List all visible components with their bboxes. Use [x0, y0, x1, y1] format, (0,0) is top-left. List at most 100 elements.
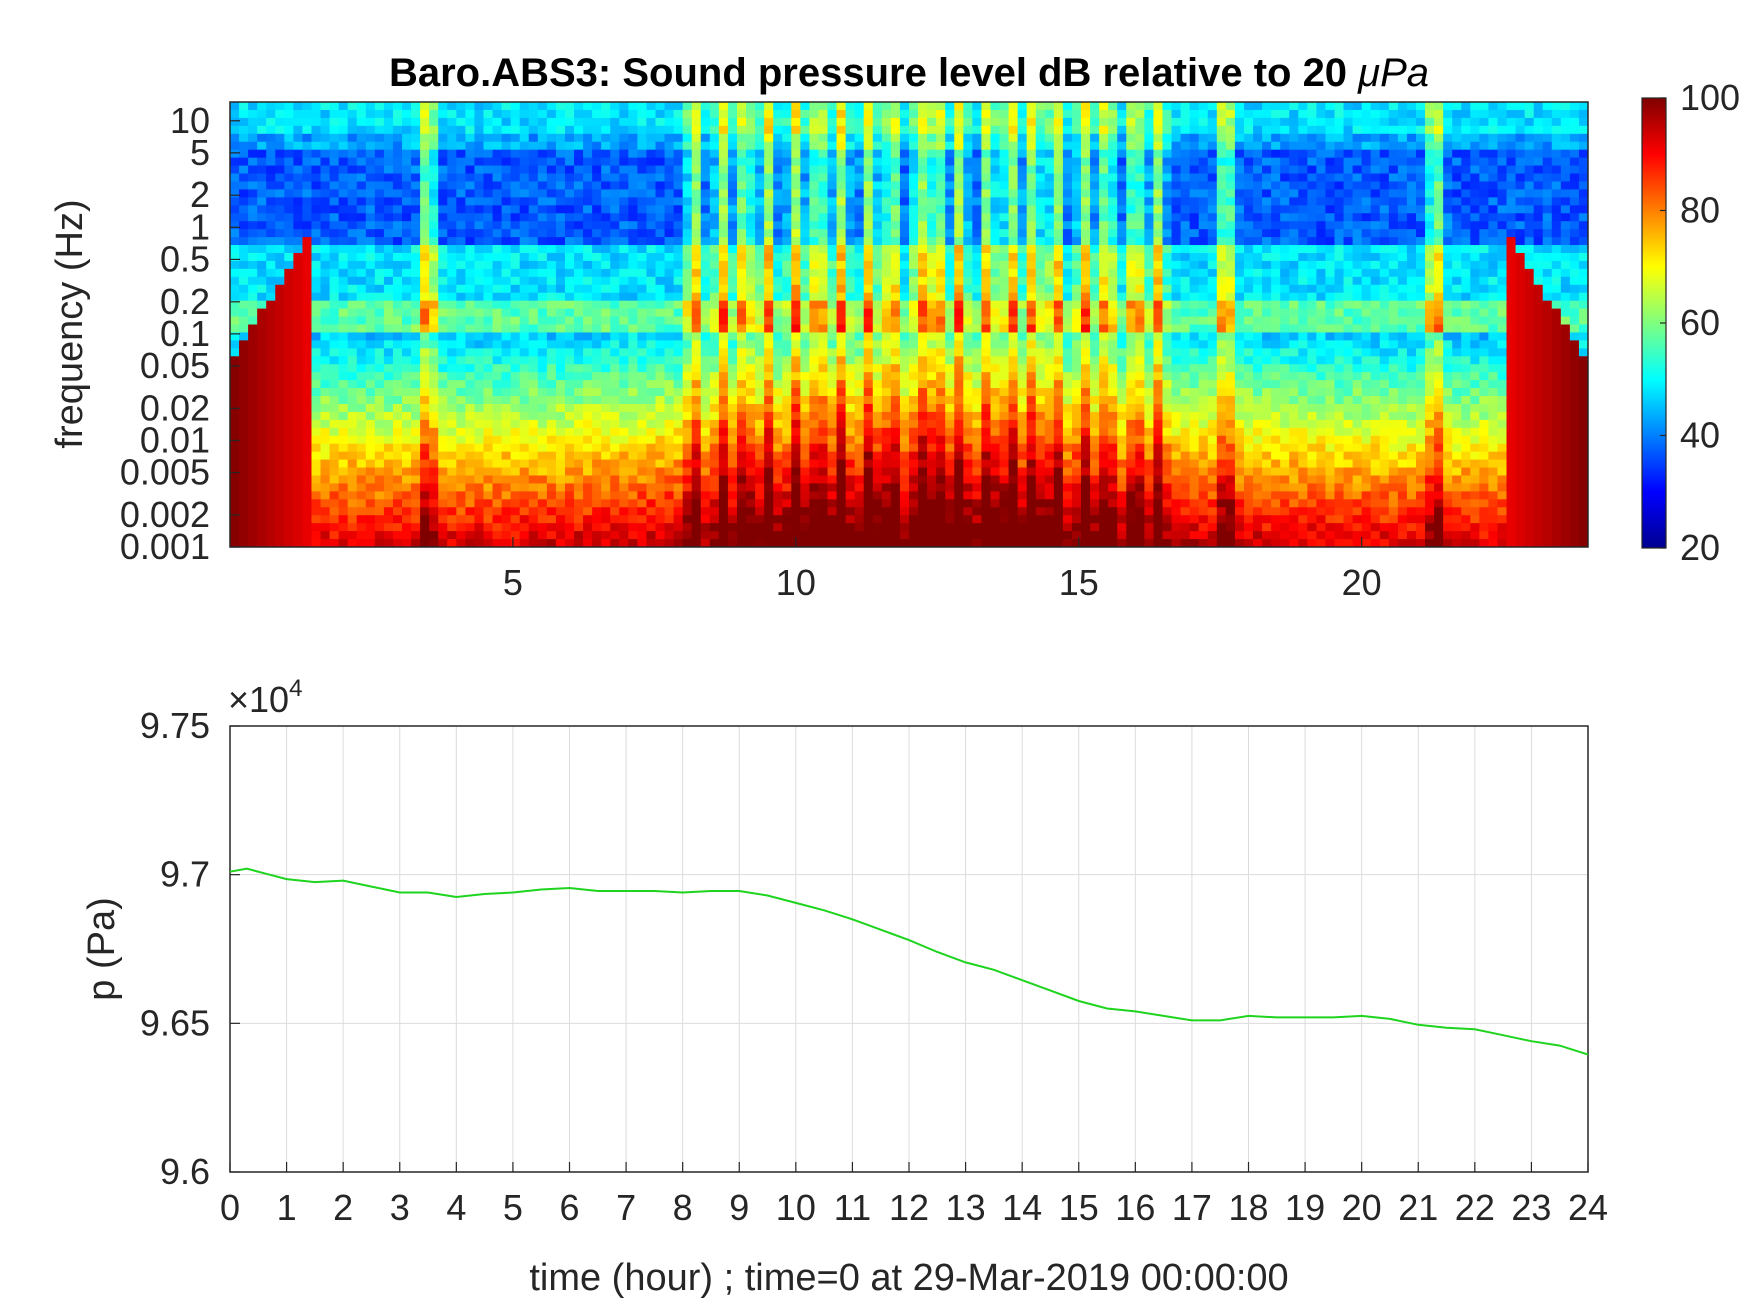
- spectrogram-cell: [583, 268, 593, 278]
- spectrogram-cell: [456, 165, 466, 175]
- spectrogram-cell: [230, 205, 240, 214]
- spectrogram-cell: [954, 260, 964, 270]
- spectrogram-cell: [791, 324, 801, 334]
- spectrogram-cell: [519, 252, 530, 262]
- spectrogram-cell: [1017, 523, 1028, 532]
- spectrogram-cell: [583, 507, 593, 516]
- spectrogram-cell: [338, 157, 349, 167]
- spectrogram-cell: [619, 133, 629, 143]
- spectrogram-cell: [881, 435, 892, 445]
- spectrogram-cell: [718, 523, 729, 532]
- spectrogram-cell: [465, 292, 476, 302]
- spectrogram-cell: [447, 348, 457, 357]
- spectrogram-cell: [755, 252, 765, 262]
- spectrogram-cell: [601, 491, 611, 500]
- spectrogram-cell: [456, 276, 466, 286]
- spectrogram-cell: [990, 507, 1001, 516]
- spectrogram-cell: [1008, 149, 1019, 159]
- spectrogram-cell: [537, 245, 548, 254]
- spectrogram-cell: [700, 276, 711, 286]
- spectrogram-cell: [356, 165, 367, 175]
- spectrogram-cell: [257, 229, 267, 238]
- spectrogram-cell: [248, 102, 258, 111]
- spectrogram-cell: [764, 173, 774, 183]
- spectrogram-cell: [700, 332, 711, 341]
- spectrogram-cell: [954, 507, 964, 516]
- spectrogram-cell: [637, 181, 648, 191]
- spectrogram-cell: [691, 531, 702, 540]
- spectrogram-cell: [673, 499, 684, 508]
- spectrogram-cell: [619, 396, 629, 405]
- spectrogram-cell: [909, 276, 919, 286]
- spectrogram-cell: [845, 348, 856, 357]
- spectrogram-cell: [402, 117, 412, 127]
- spectrogram-cell: [501, 237, 512, 246]
- spectrogram-cell: [945, 300, 955, 310]
- spectrogram-cell: [465, 388, 476, 397]
- spectrogram-cell: [646, 221, 657, 230]
- spectrogram-cell: [420, 125, 430, 135]
- spectrogram-cell: [881, 419, 892, 429]
- spectrogram-cell: [918, 260, 928, 270]
- spectrogram-cell: [438, 427, 448, 437]
- spectrogram-cell: [927, 396, 937, 405]
- spectrogram-cell: [574, 181, 584, 191]
- spectrogram-cell: [329, 459, 340, 469]
- spectrogram-cell: [501, 141, 512, 151]
- spectrogram-cell: [492, 380, 503, 389]
- spectrogram-cell: [981, 181, 992, 191]
- spectrogram-cell: [954, 403, 964, 413]
- spectrogram-cell: [293, 491, 304, 500]
- spectrogram-cell: [392, 435, 403, 445]
- spectrogram-cell: [347, 475, 358, 485]
- spectrogram-cell: [700, 229, 711, 238]
- spectrogram-cell: [836, 411, 847, 421]
- spectrogram-cell: [592, 467, 602, 477]
- spectrogram-cell: [999, 213, 1010, 222]
- spectrogram-cell: [890, 396, 901, 405]
- spectrogram-cell: [963, 451, 973, 461]
- spectrogram-cell: [564, 245, 575, 254]
- spectrogram-cell: [383, 507, 394, 516]
- spectrogram-cell: [555, 284, 566, 294]
- spectrogram-cell: [248, 300, 258, 310]
- spectrogram-cell: [764, 141, 774, 151]
- spectrogram-cell: [374, 197, 385, 206]
- spectrogram-cell: [836, 276, 847, 286]
- spectrogram-cell: [601, 539, 611, 547]
- spectrogram-cell: [809, 388, 820, 397]
- spectrogram-cell: [890, 125, 901, 135]
- spectrogram-cell: [827, 443, 838, 453]
- spectrogram-cell: [555, 308, 566, 318]
- spectrogram-cell: [1017, 102, 1028, 111]
- spectrogram-cell: [936, 467, 946, 477]
- spectrogram-cell: [963, 221, 973, 230]
- spectrogram-cell: [854, 356, 865, 365]
- spectrogram-cell: [239, 443, 249, 453]
- spectrogram-cell: [519, 364, 530, 373]
- spectrogram-cell: [347, 340, 358, 349]
- spectrogram-cell: [248, 292, 258, 302]
- spectrogram-cell: [302, 356, 313, 365]
- spectrogram-cell: [736, 260, 747, 270]
- spectrogram-cell: [592, 157, 602, 167]
- spectrogram-cell: [755, 388, 765, 397]
- spectrogram-cell: [528, 515, 539, 524]
- spectrogram-cell: [872, 332, 883, 341]
- spectrogram-cell: [392, 427, 403, 437]
- spectrogram-cell: [293, 515, 304, 524]
- spectrogram-cell: [682, 173, 693, 183]
- spectrogram-cell: [963, 388, 973, 397]
- spectrogram-cell: [356, 300, 367, 310]
- spectrogram-cell: [592, 380, 602, 389]
- spectrogram-cell: [374, 531, 385, 540]
- spectrogram-cell: [637, 396, 648, 405]
- spectrogram-cell: [555, 348, 566, 357]
- spectrogram-cell: [827, 300, 838, 310]
- spectrogram-cell: [320, 396, 331, 405]
- spectrogram-cell: [764, 348, 774, 357]
- spectrogram-cell: [546, 435, 557, 445]
- spectrogram-cell: [1026, 213, 1037, 222]
- spectrogram-cell: [954, 539, 964, 547]
- spectrogram-cell: [999, 507, 1010, 516]
